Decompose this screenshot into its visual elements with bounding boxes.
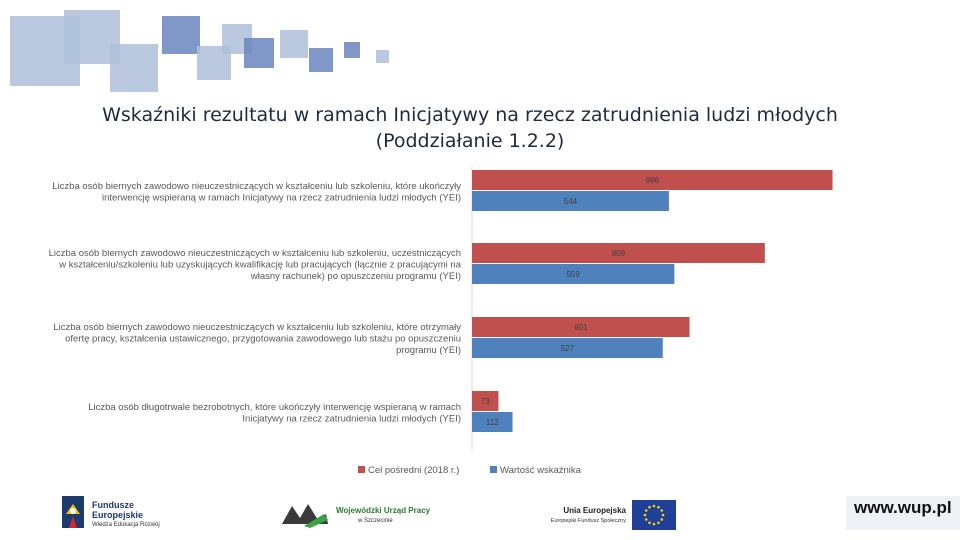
data-label: 809 xyxy=(612,249,626,258)
eu-star xyxy=(660,509,664,512)
decorative-square xyxy=(244,38,274,68)
data-label: 996 xyxy=(646,176,660,185)
decorative-square xyxy=(162,16,200,54)
data-label: 559 xyxy=(566,270,580,279)
eu-star xyxy=(660,518,664,521)
data-label: 73 xyxy=(481,397,490,406)
fe-line-3: Wiedza Edukacja Rozwój xyxy=(92,522,160,528)
category-label: Liczba osób długotrwale bezrobotnych, kt… xyxy=(88,402,461,413)
category-label: Inicjatywy na rzecz zatrudnienia ludzi m… xyxy=(242,413,461,424)
legend-label: Wartość wskaźnika xyxy=(500,465,582,476)
eu-star xyxy=(661,513,665,517)
eu-star xyxy=(652,504,656,508)
data-label: 544 xyxy=(564,197,578,206)
eu-star xyxy=(657,505,660,509)
wup-line-2: w Szczecinie xyxy=(358,518,393,524)
legend-label: Cel pośredni (2018 r.) xyxy=(368,465,459,476)
wup-logo: Wojewódzki Urząd Pracy w Szczecinie xyxy=(280,500,440,530)
bar xyxy=(472,317,690,337)
category-label: Liczba osób biernych zawodowo nieuczestn… xyxy=(52,181,461,192)
decorative-square xyxy=(376,50,389,63)
eu-star xyxy=(644,509,648,512)
data-label: 112 xyxy=(486,418,499,427)
category-label: Liczba osób biernych zawodowo nieuczestn… xyxy=(49,248,461,259)
category-label: Liczba osób biernych zawodowo nieuczestn… xyxy=(53,322,461,333)
data-label: 527 xyxy=(561,344,575,353)
bar xyxy=(472,170,833,190)
fe-line-2: Europejskie xyxy=(92,510,144,520)
category-label: programu (YEI) xyxy=(396,345,461,356)
legend-swatch xyxy=(358,466,365,473)
eu-star xyxy=(643,513,647,517)
bar xyxy=(472,264,675,284)
website-url[interactable]: www.wup.pl xyxy=(846,496,960,530)
eu-star xyxy=(648,521,651,525)
data-label: 601 xyxy=(574,323,588,332)
decorative-square xyxy=(110,44,158,92)
decorative-square xyxy=(280,30,308,58)
wup-line-1: Wojewódzki Urząd Pracy xyxy=(336,506,431,515)
category-label: interwencję wspieraną w ramach Inicjatyw… xyxy=(102,192,461,203)
bar xyxy=(472,243,765,263)
eu-flag-icon xyxy=(632,500,676,530)
category-label: własny rachunek) po opuszczeniu programu… xyxy=(250,271,461,282)
bar-chart: Liczba osób biernych zawodowo nieuczestn… xyxy=(49,166,833,476)
eu-star xyxy=(652,522,656,526)
wup-emblem-icon xyxy=(282,504,328,528)
decorative-square xyxy=(344,42,360,58)
title-line-1: Wskaźniki rezultatu w ramach Inicjatywy … xyxy=(102,104,838,126)
bar xyxy=(472,412,513,432)
fe-line-1: Fundusze xyxy=(92,500,134,510)
bar xyxy=(472,338,663,358)
title-line-2: (Poddziałanie 1.2.2) xyxy=(375,130,565,152)
eu-star xyxy=(644,518,648,521)
bar xyxy=(472,191,669,211)
slide-title: Wskaźniki rezultatu w ramach Inicjatywy … xyxy=(60,102,880,154)
decorative-square xyxy=(309,48,333,72)
eu-star xyxy=(657,521,660,525)
category-label: w kształceniu/szkoleniu lub uzyskujących… xyxy=(58,260,462,271)
bar xyxy=(472,391,499,411)
ue-line-2: Europejski Fundusz Społeczny xyxy=(550,518,626,524)
ue-line-1: Unia Europejska xyxy=(563,506,626,515)
unia-europejska-logo: Unia Europejska Europejski Fundusz Społe… xyxy=(538,500,678,532)
category-label: ofertę pracy, kształcenia ustawicznego, … xyxy=(65,334,461,345)
fundusze-europejskie-logo: Fundusze Europejskie Wiedza Edukacja Roz… xyxy=(62,494,182,532)
legend-swatch xyxy=(490,466,497,473)
fe-star-icon xyxy=(62,496,84,528)
eu-star xyxy=(648,505,651,509)
